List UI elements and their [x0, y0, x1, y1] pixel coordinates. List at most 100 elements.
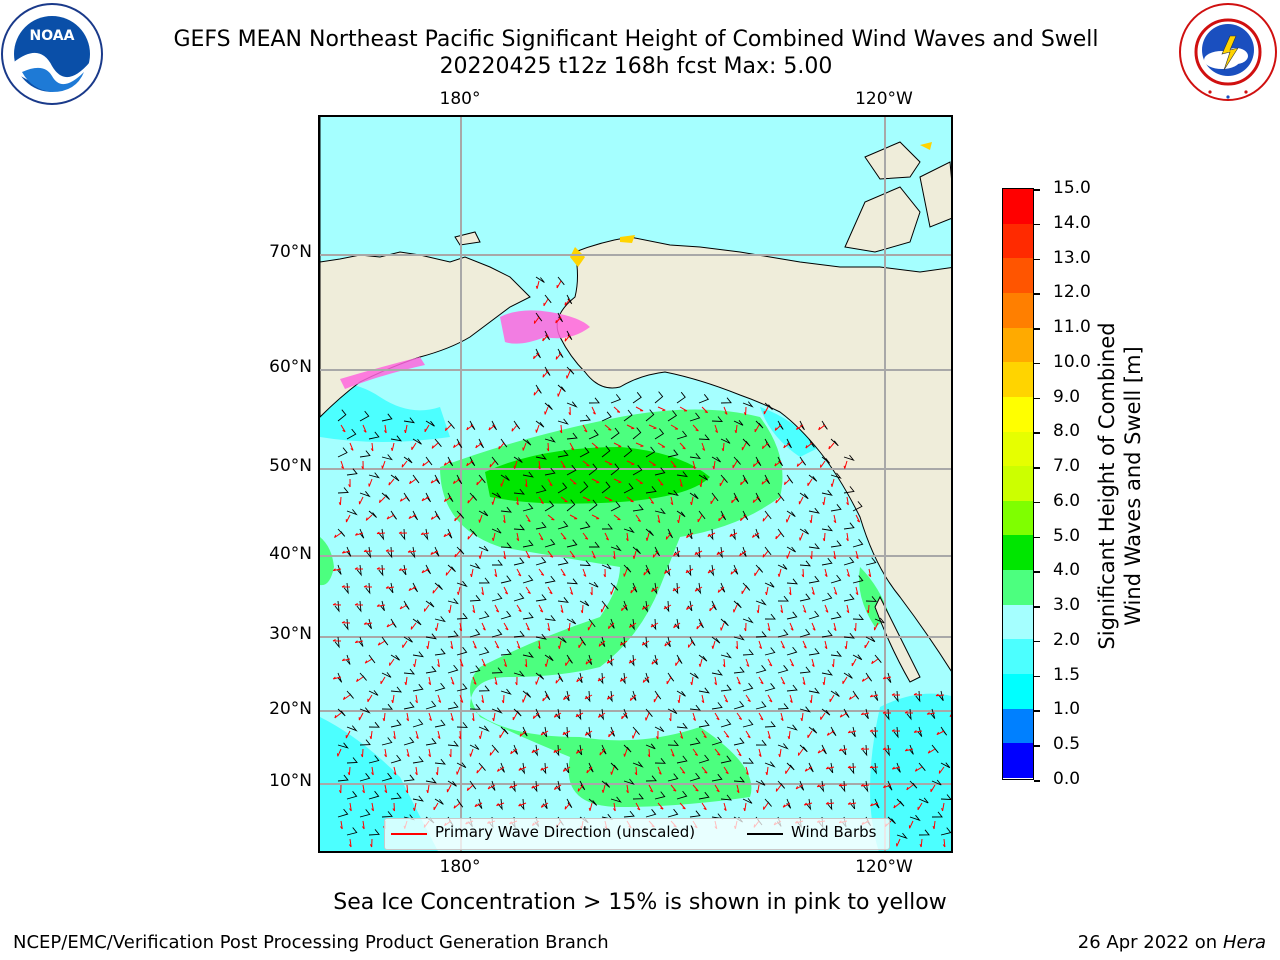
wind-barb: [915, 690, 921, 703]
wave-direction-arrow: [481, 658, 486, 667]
wave-direction-arrow: [657, 802, 664, 810]
wave-direction-arrow: [402, 640, 408, 648]
map-legend: Primary Wave Direction (unscaled) Wind B…: [384, 818, 890, 850]
wind-barb: [852, 575, 864, 584]
wave-direction-arrow: [367, 694, 373, 703]
wave-direction-arrow: [399, 604, 408, 610]
wave-direction-arrow: [349, 442, 354, 451]
wave-direction-arrow: [422, 460, 430, 467]
wave-direction-arrow: [686, 532, 694, 539]
wind-barb: [447, 780, 457, 787]
wave-direction-arrow: [380, 676, 386, 685]
wave-direction-arrow: [626, 784, 629, 794]
wind-barb: [654, 508, 666, 515]
colorbar-cell: [1003, 674, 1033, 710]
wave-direction-arrow: [710, 496, 716, 505]
wave-direction-arrow: [666, 676, 672, 685]
wave-direction-arrow: [408, 514, 417, 520]
colorbar-tick-mark: [1034, 328, 1040, 330]
colorbar-tick-label: 9.0: [1053, 386, 1081, 407]
wave-direction-arrow: [623, 748, 628, 757]
wave-direction-arrow: [555, 676, 562, 684]
wave-direction-arrow: [340, 424, 346, 433]
lon-tick-top-120w: 120°W: [855, 89, 913, 109]
wind-barb: [535, 312, 543, 322]
wind-barb: [711, 702, 723, 710]
wave-direction-arrow: [697, 514, 703, 523]
wave-direction-arrow: [542, 370, 549, 378]
wind-barb: [799, 560, 812, 567]
wind-barb: [786, 762, 795, 771]
wave-direction-arrow: [584, 694, 593, 700]
wave-direction-arrow: [838, 783, 848, 787]
wave-direction-arrow: [629, 694, 637, 701]
wave-direction-arrow: [525, 622, 530, 631]
wave-direction-arrow: [538, 568, 545, 576]
wave-direction-arrow: [494, 568, 498, 578]
wave-direction-arrow: [648, 784, 654, 793]
wave-direction-arrow: [415, 766, 418, 776]
wind-barb: [764, 546, 772, 556]
wave-direction-arrow: [562, 766, 571, 772]
wave-direction-arrow: [891, 729, 901, 732]
wind-barb: [689, 492, 699, 500]
wind-barb: [843, 556, 855, 566]
wind-barb: [808, 726, 818, 734]
wave-direction-arrow: [332, 639, 342, 642]
wave-direction-arrow: [789, 694, 793, 704]
wind-barb: [379, 528, 385, 541]
wind-barb: [884, 744, 890, 757]
colorbar-tick-mark: [1034, 780, 1040, 782]
wave-direction-arrow: [797, 748, 804, 756]
wave-direction-arrow: [544, 658, 549, 667]
wave-direction-arrow: [413, 802, 417, 811]
wind-barb: [689, 412, 701, 422]
wave-direction-arrow: [745, 658, 750, 667]
wave-direction-arrow: [795, 784, 804, 790]
wave-direction-arrow: [788, 586, 792, 596]
wave-direction-arrow: [866, 604, 870, 614]
wind-barb: [403, 492, 410, 502]
wind-barb: [667, 410, 678, 422]
wind-barb: [434, 648, 446, 656]
wave-direction-arrow: [677, 694, 681, 704]
wind-barb: [412, 756, 424, 764]
wave-direction-arrow: [930, 784, 936, 793]
wind-barb: [689, 772, 701, 782]
wind-barb: [491, 420, 497, 431]
wave-direction-arrow: [630, 586, 637, 594]
wave-direction-arrow: [542, 334, 549, 342]
wind-barb: [346, 791, 358, 800]
wind-barb: [403, 701, 415, 710]
wave-direction-arrow: [949, 714, 951, 718]
wave-direction-arrow: [458, 730, 462, 740]
wave-direction-arrow: [625, 532, 629, 542]
wave-direction-arrow: [802, 604, 807, 613]
wind-barb: [557, 520, 569, 530]
wave-direction-arrow: [384, 748, 387, 758]
wind-barb: [777, 456, 783, 467]
wind-barb: [821, 708, 831, 716]
wave-direction-arrow: [448, 604, 452, 614]
wind-barb: [830, 650, 842, 657]
wind-barb: [491, 527, 502, 534]
wave-direction-arrow: [542, 694, 549, 702]
wind-barb: [491, 629, 503, 638]
wave-direction-arrow: [489, 748, 496, 756]
wave-direction-arrow: [775, 784, 782, 792]
wave-direction-arrow: [606, 658, 615, 664]
colorbar-tick-mark: [1034, 675, 1040, 678]
wave-direction-arrow: [426, 784, 430, 794]
wind-barb: [755, 665, 767, 674]
wind-barb: [742, 757, 754, 764]
wind-barb: [513, 708, 522, 717]
colorbar-tick-label: 15.0: [1053, 178, 1091, 198]
wave-direction-arrow: [828, 442, 835, 450]
graticule: [320, 117, 951, 851]
wind-barb: [588, 463, 598, 476]
lat-tick-20n: 20°N: [269, 699, 312, 719]
wave-direction-arrow: [798, 496, 804, 505]
wave-direction-arrow: [758, 712, 764, 721]
wind-barb: [500, 648, 512, 656]
colorbar: [1002, 188, 1034, 780]
